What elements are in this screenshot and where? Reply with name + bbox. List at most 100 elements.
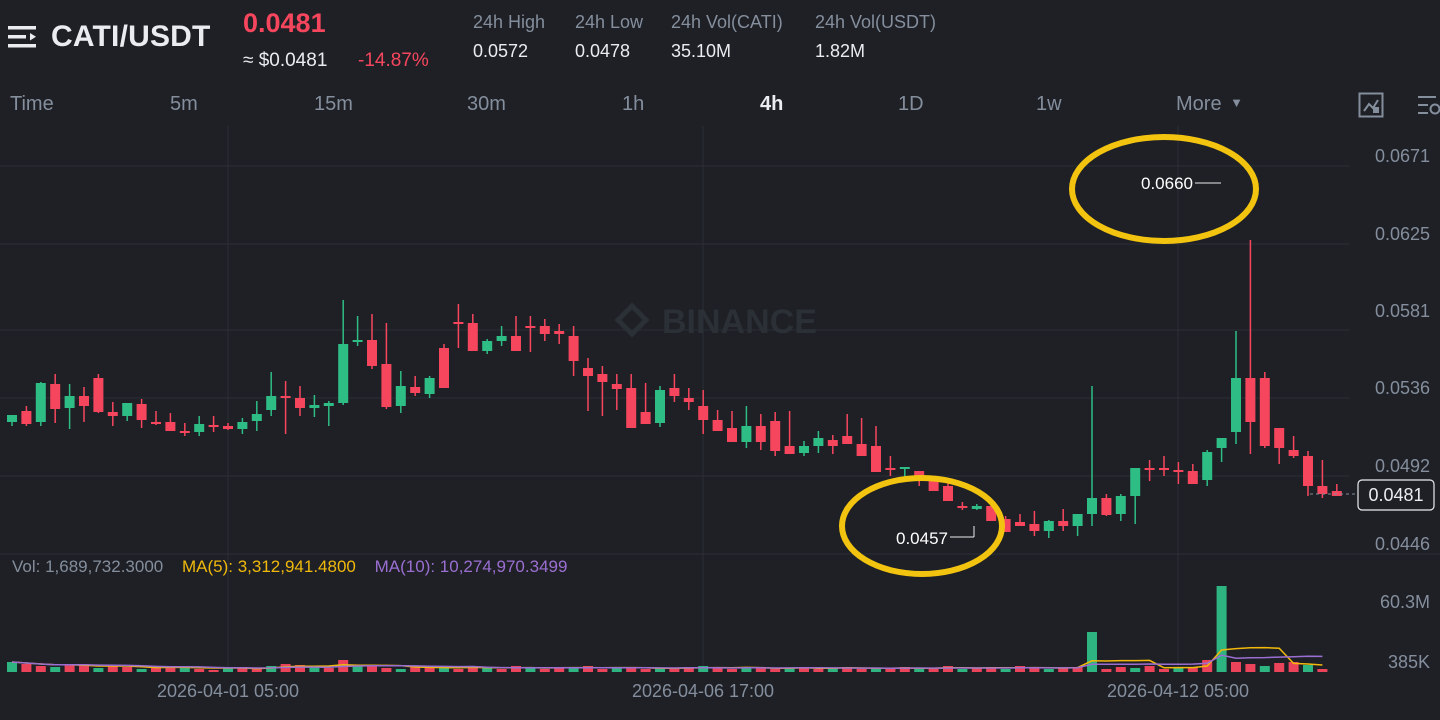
time-tick-label: 2026-04-06 17:00 [632, 681, 774, 701]
candle-down [1173, 470, 1184, 472]
stat-24h-high: 24h High 0.0572 [473, 12, 545, 62]
volume-bar [885, 669, 896, 672]
candle-up [1130, 468, 1141, 496]
tab-1w[interactable]: 1w [1036, 93, 1062, 115]
volume-bar [237, 667, 248, 672]
volume-bar [136, 669, 147, 672]
volume-bar [943, 666, 953, 672]
candle-up [655, 390, 665, 423]
candle-down [986, 506, 997, 521]
volume-bar [813, 669, 824, 672]
price-tick-label: 0.0625 [1375, 224, 1430, 244]
candle-down [611, 384, 622, 389]
ma5-line [11, 646, 1323, 670]
volume-bar [122, 667, 133, 672]
volume-bar [683, 667, 694, 672]
stat-value: 0.0478 [575, 41, 631, 61]
indicator-settings-icon[interactable] [1416, 92, 1440, 118]
volume-bar [381, 668, 392, 672]
candle-down [367, 340, 377, 366]
candle-up [813, 438, 824, 446]
volume-bar [7, 662, 17, 672]
trading-pair-title[interactable]: CATI/USDT [51, 20, 211, 53]
candle-down [856, 444, 867, 456]
candle-down [208, 425, 219, 427]
chart-layout-icon[interactable] [1358, 92, 1384, 118]
candle-up [1072, 514, 1083, 526]
candle-down [626, 388, 637, 428]
candle-down [755, 426, 766, 442]
candle-up [237, 422, 248, 429]
candle-up [799, 446, 809, 453]
volume-bar [640, 669, 651, 672]
ma10-line [11, 654, 1323, 669]
volume-bar [1159, 669, 1169, 672]
volume-bar [1072, 667, 1083, 672]
tab-1d[interactable]: 1D [898, 93, 924, 115]
volume-bar [568, 668, 579, 672]
tab-15m[interactable]: 15m [314, 93, 353, 115]
candle-down [1159, 468, 1169, 470]
high-price-label: 0.0660 [1141, 174, 1193, 193]
volume-bar [1303, 665, 1313, 672]
volume-bar [453, 669, 464, 672]
candle-up [1115, 496, 1126, 514]
low-highlight-circle [839, 475, 1005, 577]
volume-bar [511, 666, 521, 672]
candle-down [568, 336, 579, 361]
price-tick-label: 0.0581 [1375, 301, 1430, 321]
candle-down [1029, 524, 1040, 531]
volume-value: Vol: 1,689,732.3000 [12, 557, 164, 576]
candle-up [971, 506, 982, 509]
volume-bar [899, 667, 910, 672]
candle-down [1259, 378, 1270, 446]
candle-up [309, 405, 320, 408]
volume-bar [208, 670, 219, 672]
candle-down [597, 374, 608, 382]
interval-tabs: Time 5m 15m 30m 1h 4h 1D 1w More ▼ [0, 84, 1440, 126]
candle-down [698, 406, 709, 420]
tab-30m[interactable]: 30m [467, 93, 506, 115]
high-highlight-circle [1069, 134, 1259, 244]
candle-down [525, 326, 536, 328]
candlestick-chart[interactable]: BINANCE 0.0671 0.0625 0.0581 0.0536 0.0492 0.0… [0, 126, 1440, 720]
tab-4h[interactable]: 4h [760, 93, 784, 115]
volume-tick-label: 385K [1388, 652, 1430, 672]
tab-more-label: More [1176, 93, 1222, 115]
volume-bar [496, 669, 507, 672]
volume-bar [1101, 669, 1112, 672]
volume-bar [1029, 668, 1040, 672]
tab-1h[interactable]: 1h [622, 93, 645, 115]
candle-down [453, 322, 464, 324]
candle-up [1202, 452, 1213, 480]
candle-down [784, 446, 795, 454]
volume-bar [856, 669, 867, 672]
candle-down [1317, 486, 1328, 494]
binance-watermark: BINANCE [662, 303, 817, 341]
ma10-value: MA(10): 10,274,970.3499 [374, 557, 568, 576]
time-tick-label: 2026-04-01 05:00 [157, 681, 299, 701]
volume-bar [50, 667, 61, 672]
volume-bar [1231, 662, 1241, 672]
candle-down [885, 468, 896, 470]
tab-5m[interactable]: 5m [170, 93, 198, 115]
menu-icon[interactable] [8, 24, 38, 50]
candle-up [266, 396, 277, 410]
stat-value: 1.82M [815, 41, 866, 61]
stat-label: 24h Vol(CATI) [671, 12, 783, 32]
volume-bar [1115, 667, 1126, 672]
volume-bar [1274, 663, 1285, 672]
last-price: 0.0481 [243, 8, 326, 38]
stat-label: 24h Low [575, 12, 644, 32]
volume-bar [842, 667, 853, 672]
tab-more[interactable]: More ▼ [1176, 93, 1243, 116]
volume-bar [352, 666, 363, 672]
tab-time[interactable]: Time [10, 93, 54, 115]
candle-up [424, 378, 435, 394]
volume-bar [554, 667, 565, 672]
candle-down [827, 440, 838, 446]
candle-down [871, 446, 881, 472]
candle-up [323, 403, 334, 406]
candle-up [1216, 438, 1227, 448]
candle-down [295, 398, 305, 408]
